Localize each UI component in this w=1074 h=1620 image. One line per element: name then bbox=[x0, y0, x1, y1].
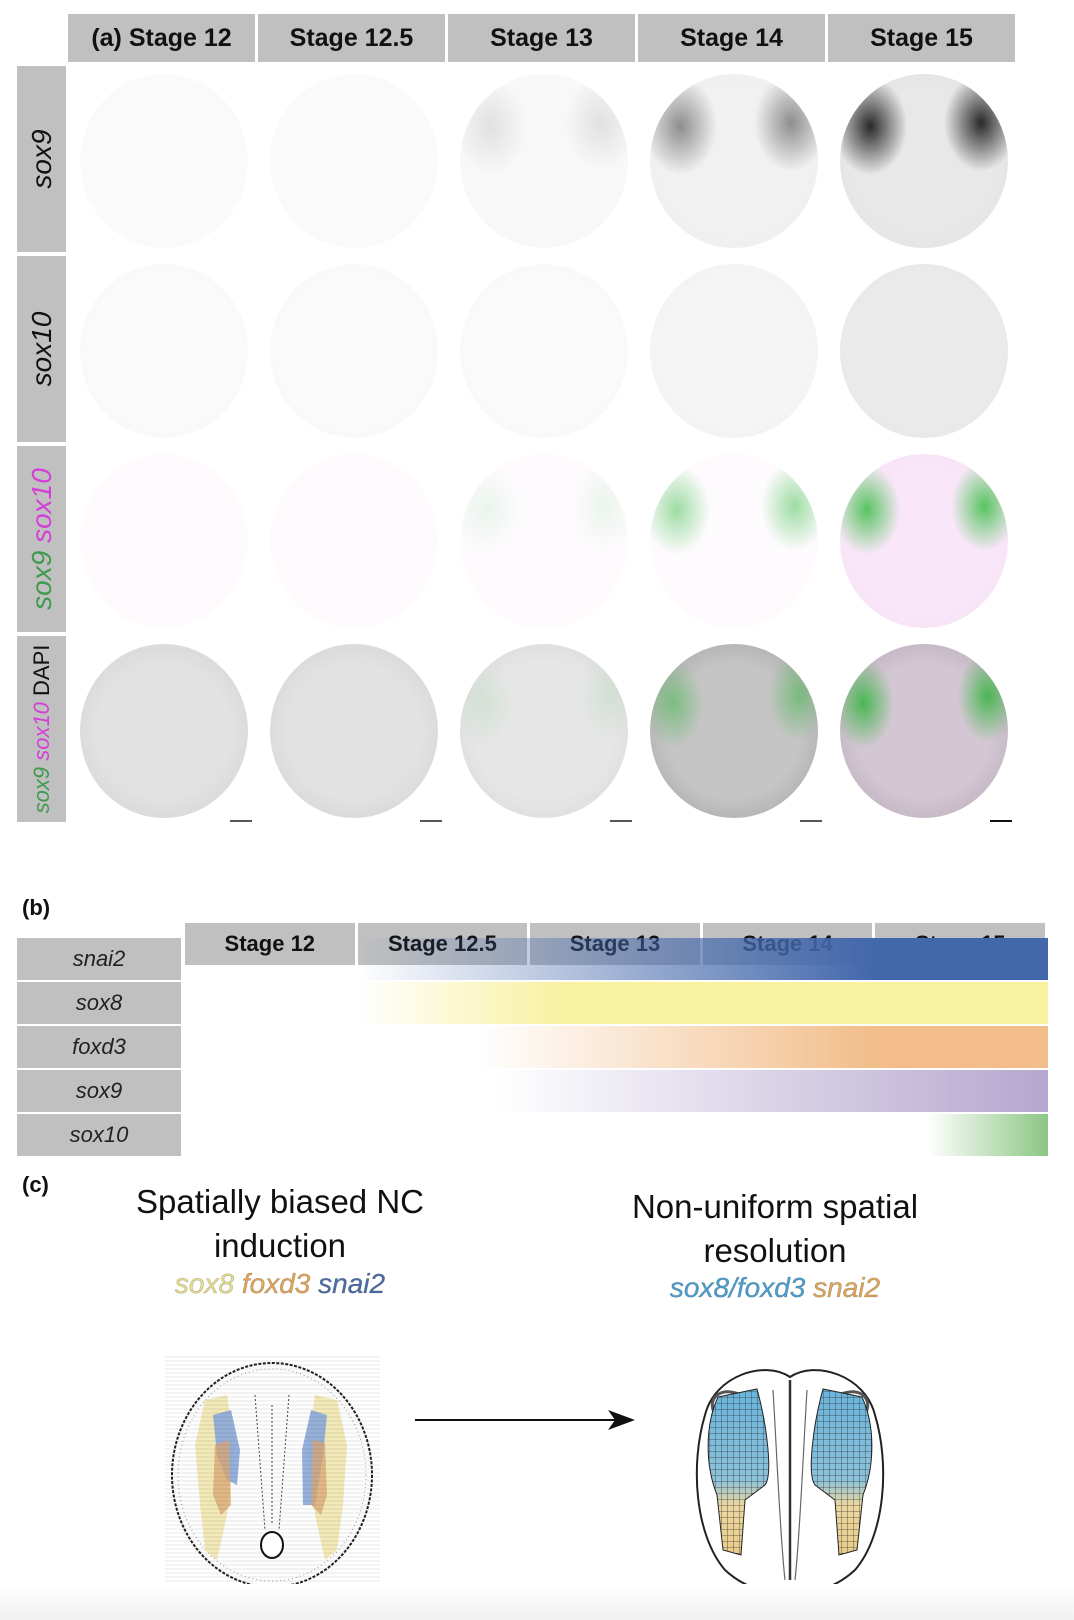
grid-hatching-left bbox=[708, 1389, 769, 1555]
expression-bar-sox10 bbox=[185, 1114, 1048, 1156]
induction-title-line2: induction bbox=[213, 1227, 347, 1264]
embryo-image bbox=[258, 446, 448, 636]
gene-name: snai2 bbox=[310, 1268, 386, 1300]
embryo bbox=[840, 74, 1008, 248]
gene-name: snai2 bbox=[805, 1272, 881, 1304]
embryo-image bbox=[638, 636, 828, 826]
embryo-image bbox=[448, 256, 638, 446]
embryo-image bbox=[448, 66, 638, 256]
channel-label-part: DAPI bbox=[28, 644, 54, 703]
channel-label: sox9 sox10 DAPI bbox=[29, 645, 55, 814]
channel-label-part: sox10 bbox=[25, 311, 57, 387]
scale-bar bbox=[610, 820, 632, 822]
gene-label: sox10 bbox=[17, 1114, 181, 1156]
channel-label: sox9 bbox=[26, 129, 58, 188]
channel-label-part: sox9 bbox=[25, 550, 57, 610]
stage-header: Stage 14 bbox=[638, 14, 825, 62]
embryo bbox=[460, 644, 628, 818]
expression-bar-sox8 bbox=[185, 982, 1048, 1024]
channel-row-header: sox9 sox10 DAPI bbox=[17, 636, 66, 822]
embryo bbox=[650, 644, 818, 818]
channel-row-header: sox9 bbox=[17, 66, 66, 252]
embryo bbox=[650, 454, 818, 628]
expression-bar-snai2 bbox=[185, 938, 1048, 980]
gene-label: sox9 bbox=[17, 1070, 181, 1112]
scale-bar bbox=[990, 820, 1012, 822]
embryo bbox=[270, 644, 438, 818]
embryo bbox=[270, 74, 438, 248]
right-arrow-icon bbox=[415, 1410, 635, 1430]
induction-title: Spatially biased NC induction bbox=[90, 1180, 470, 1268]
channel-row-header: sox10 bbox=[17, 256, 66, 442]
gene-label: snai2 bbox=[17, 938, 181, 980]
scale-bar bbox=[230, 820, 252, 822]
embryo-image bbox=[68, 66, 258, 256]
neural-tube-edges bbox=[772, 1389, 808, 1581]
embryo-image bbox=[258, 636, 448, 826]
embryo-image bbox=[828, 636, 1018, 826]
embryo-image bbox=[68, 446, 258, 636]
resolution-gene-legend: sox8/foxd3 snai2 bbox=[585, 1272, 965, 1304]
embryo-image bbox=[68, 636, 258, 826]
panel-b-label: (b) bbox=[22, 895, 51, 920]
induction-embryo-schematic bbox=[165, 1355, 380, 1595]
embryo bbox=[80, 644, 248, 818]
embryo bbox=[650, 264, 818, 438]
channel-label-part: sox10 bbox=[25, 468, 57, 551]
expression-bar-foxd3 bbox=[185, 1026, 1048, 1068]
gene-label: sox8 bbox=[17, 982, 181, 1024]
gene-name: foxd3 bbox=[234, 1268, 311, 1300]
embryo-image bbox=[448, 446, 638, 636]
embryo bbox=[650, 74, 818, 248]
embryo bbox=[80, 454, 248, 628]
embryo bbox=[460, 264, 628, 438]
stage-header: Stage 13 bbox=[448, 14, 635, 62]
stage-header: (a) Stage 12 bbox=[68, 14, 255, 62]
embryo-image bbox=[638, 256, 828, 446]
resolution-title-line2: resolution bbox=[703, 1232, 847, 1269]
embryo-image bbox=[68, 256, 258, 446]
expression-bar-sox9 bbox=[185, 1070, 1048, 1112]
embryo-image bbox=[638, 446, 828, 636]
embryo-image bbox=[258, 256, 448, 446]
channel-label-part: sox9 bbox=[28, 766, 54, 814]
gene-name: sox8 bbox=[174, 1268, 235, 1300]
embryo bbox=[270, 454, 438, 628]
embryo bbox=[460, 454, 628, 628]
panel-c-label: (c) bbox=[22, 1172, 49, 1197]
induction-title-line1: Spatially biased NC bbox=[136, 1183, 424, 1220]
channel-label-part: sox10 bbox=[28, 702, 54, 767]
blastopore bbox=[260, 1531, 284, 1559]
induction-gene-legend: sox8 foxd3 snai2 bbox=[90, 1268, 470, 1300]
gene-name: sox8/foxd3 bbox=[669, 1272, 806, 1304]
embryo-image bbox=[828, 446, 1018, 636]
embryo bbox=[840, 264, 1008, 438]
resolution-embryo-schematic bbox=[695, 1369, 885, 1593]
channel-label: sox10 bbox=[26, 312, 58, 387]
embryo-image bbox=[828, 256, 1018, 446]
scale-bar bbox=[420, 820, 442, 822]
stage-header: Stage 15 bbox=[828, 14, 1015, 62]
scale-bar bbox=[800, 820, 822, 822]
embryo bbox=[80, 74, 248, 248]
embryo-image bbox=[258, 66, 448, 256]
embryo bbox=[80, 264, 248, 438]
gene-label: foxd3 bbox=[17, 1026, 181, 1068]
resolution-title-line1: Non-uniform spatial bbox=[631, 1188, 919, 1225]
embryo-image bbox=[638, 66, 828, 256]
embryo bbox=[840, 454, 1008, 628]
embryo bbox=[840, 644, 1008, 818]
stage-header: Stage 12.5 bbox=[258, 14, 445, 62]
resolution-title: Non-uniform spatial resolution bbox=[585, 1185, 965, 1273]
embryo-image bbox=[828, 66, 1018, 256]
bottom-edge-shadow bbox=[0, 1584, 1074, 1620]
neural-plate-lines bbox=[254, 1394, 290, 1531]
channel-label: sox9 sox10 bbox=[26, 468, 58, 610]
grid-hatching-right bbox=[811, 1389, 872, 1555]
channel-row-header: sox9 sox10 bbox=[17, 446, 66, 632]
channel-label-part: sox9 bbox=[25, 129, 57, 189]
embryo bbox=[270, 264, 438, 438]
embryo bbox=[460, 74, 628, 248]
embryo-image bbox=[448, 636, 638, 826]
